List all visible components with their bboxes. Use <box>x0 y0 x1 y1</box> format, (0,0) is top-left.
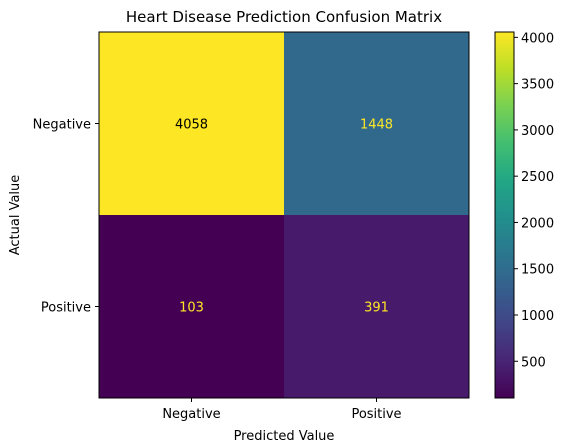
y-tick-label: Positive <box>41 301 91 316</box>
x-axis-label: Predicted Value <box>234 429 335 444</box>
matrix-cell-1-0 <box>99 215 284 398</box>
colorbar-tick-label: 2500 <box>521 170 554 185</box>
colorbar-tick-label: 3500 <box>521 78 554 93</box>
colorbar-tick-label: 4000 <box>521 31 554 46</box>
cell-value-0-0: 4058 <box>175 118 208 133</box>
chart-title: Heart Disease Prediction Confusion Matri… <box>126 8 442 26</box>
colorbar-tick-label: 1000 <box>521 309 554 324</box>
x-axis-ticks: Negative Positive <box>162 398 402 422</box>
x-tick-label: Negative <box>162 407 220 422</box>
colorbar-tick-label: 500 <box>521 355 546 370</box>
colorbar-ticks: 500 1000 1500 2000 2500 3000 3500 4000 <box>514 31 554 370</box>
matrix-cell-1-1 <box>284 215 469 398</box>
colorbar-tick-label: 2000 <box>521 216 554 231</box>
cell-value-0-1: 1448 <box>360 118 393 133</box>
matrix-cells <box>99 32 469 398</box>
x-tick-label: Positive <box>351 407 401 422</box>
cell-value-labels: 4058 1448 103 391 <box>175 118 393 316</box>
matrix-cell-0-0 <box>99 32 284 215</box>
plot-frame <box>98 31 470 399</box>
y-tick-label: Negative <box>33 118 91 133</box>
matrix-cell-0-1 <box>284 32 469 215</box>
y-axis-ticks: Negative Positive <box>33 118 99 316</box>
colorbar-tick-label: 1500 <box>521 263 554 278</box>
y-axis-label: Actual Value <box>8 175 23 256</box>
colorbar-tick-label: 3000 <box>521 124 554 139</box>
colorbar <box>494 31 515 399</box>
cell-value-1-1: 391 <box>364 301 389 316</box>
cell-value-1-0: 103 <box>179 301 204 316</box>
